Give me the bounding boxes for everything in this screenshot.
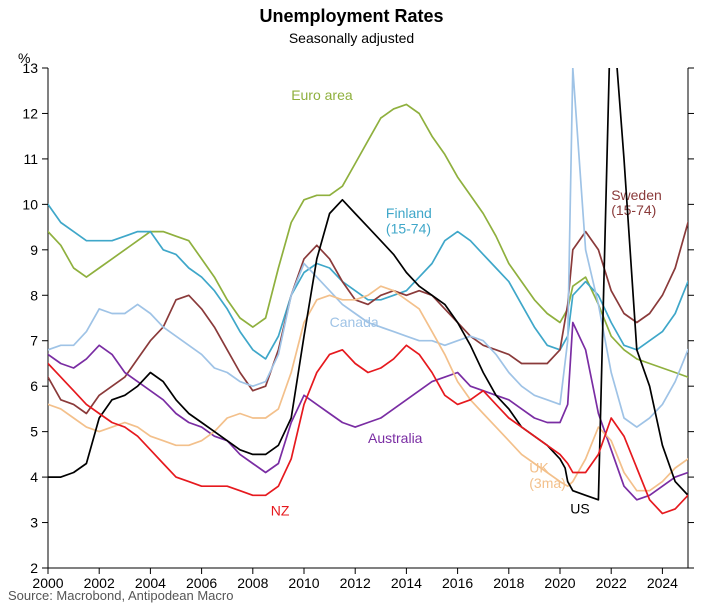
- series-label-canada: Canada: [330, 314, 379, 330]
- y-tick-label: 8: [30, 287, 38, 303]
- series-label-us: US: [570, 500, 589, 516]
- y-tick-label: 5: [30, 424, 38, 440]
- series-label-nz: NZ: [271, 503, 290, 519]
- y-tick-label: 6: [30, 378, 38, 394]
- y-tick-label: 9: [30, 242, 38, 258]
- x-tick-label: 2008: [237, 575, 268, 591]
- x-tick-label: 2000: [32, 575, 63, 591]
- y-tick-label: 12: [22, 105, 38, 121]
- y-tick-label: 4: [30, 469, 38, 485]
- x-tick-label: 2020: [544, 575, 575, 591]
- x-tick-label: 2018: [493, 575, 524, 591]
- series-line-us: [48, 0, 688, 500]
- series-label-euro-area: Euro area: [291, 87, 353, 103]
- y-tick-label: 13: [22, 60, 38, 76]
- x-tick-label: 2006: [186, 575, 217, 591]
- y-tick-label: 3: [30, 515, 38, 531]
- series-label-uk-3ma-: UK(3ma): [529, 460, 566, 491]
- y-tick-label: 11: [23, 151, 38, 167]
- chart-container: Unemployment Rates Seasonally adjusted %…: [0, 0, 703, 607]
- chart-svg: 2 3 4 5 6 7 8 9 10 11 12 13 2000 2002 2004 2006 2008 2010…: [0, 0, 703, 607]
- x-tick-label: 2004: [135, 575, 166, 591]
- series-label-sweden-15-74-: Sweden(15-74): [611, 187, 662, 218]
- x-tick-label: 2014: [391, 575, 422, 591]
- x-tick-label: 2012: [340, 575, 371, 591]
- x-tick-label: 2024: [647, 575, 678, 591]
- y-tick-label: 10: [22, 196, 38, 212]
- x-tick-label: 2022: [596, 575, 627, 591]
- series-label-finland-15-74-: Finland(15-74): [386, 205, 432, 236]
- x-tick-label: 2010: [288, 575, 319, 591]
- y-tick-label: 2: [30, 560, 38, 576]
- x-tick-label: 2002: [84, 575, 115, 591]
- series-label-australia: Australia: [368, 430, 423, 446]
- x-tick-label: 2016: [442, 575, 473, 591]
- y-tick-label: 7: [30, 333, 38, 349]
